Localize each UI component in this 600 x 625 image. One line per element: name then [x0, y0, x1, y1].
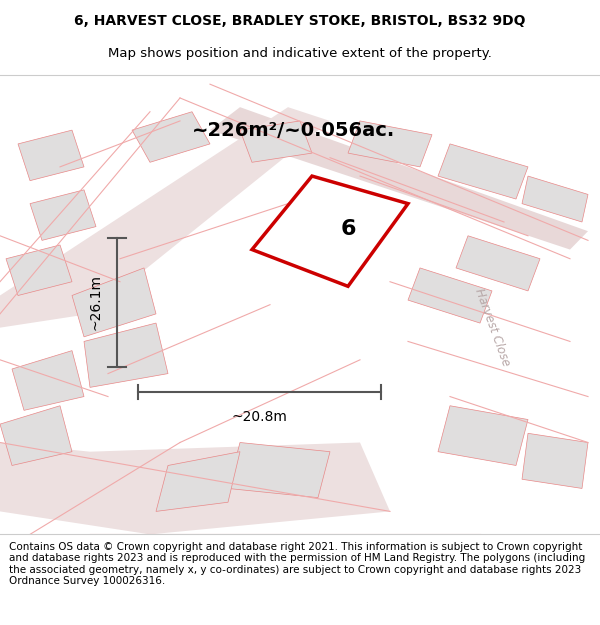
- Text: Contains OS data © Crown copyright and database right 2021. This information is : Contains OS data © Crown copyright and d…: [9, 542, 585, 586]
- Polygon shape: [252, 176, 408, 286]
- Polygon shape: [0, 442, 390, 534]
- Polygon shape: [438, 406, 528, 466]
- Polygon shape: [0, 406, 72, 466]
- Text: 6, HARVEST CLOSE, BRADLEY STOKE, BRISTOL, BS32 9DQ: 6, HARVEST CLOSE, BRADLEY STOKE, BRISTOL…: [74, 14, 526, 28]
- Text: ~26.1m: ~26.1m: [88, 274, 102, 331]
- Polygon shape: [156, 452, 240, 511]
- Text: 6: 6: [340, 219, 356, 239]
- Polygon shape: [30, 190, 96, 241]
- Polygon shape: [522, 176, 588, 222]
- Polygon shape: [228, 442, 330, 498]
- Polygon shape: [72, 268, 156, 337]
- Polygon shape: [438, 144, 528, 199]
- Polygon shape: [408, 268, 492, 323]
- Text: Harvest Close: Harvest Close: [472, 287, 512, 368]
- Polygon shape: [456, 236, 540, 291]
- Text: Harvest Close: Harvest Close: [308, 177, 388, 221]
- Polygon shape: [84, 323, 168, 388]
- Polygon shape: [0, 107, 330, 328]
- Text: ~20.8m: ~20.8m: [232, 411, 287, 424]
- Polygon shape: [12, 351, 84, 411]
- Polygon shape: [6, 245, 72, 296]
- Polygon shape: [522, 433, 588, 489]
- Polygon shape: [18, 130, 84, 181]
- Polygon shape: [210, 107, 588, 249]
- Polygon shape: [240, 121, 312, 162]
- Text: ~226m²/~0.056ac.: ~226m²/~0.056ac.: [192, 121, 395, 139]
- Polygon shape: [132, 112, 210, 162]
- Text: Map shows position and indicative extent of the property.: Map shows position and indicative extent…: [108, 48, 492, 61]
- Polygon shape: [348, 121, 432, 167]
